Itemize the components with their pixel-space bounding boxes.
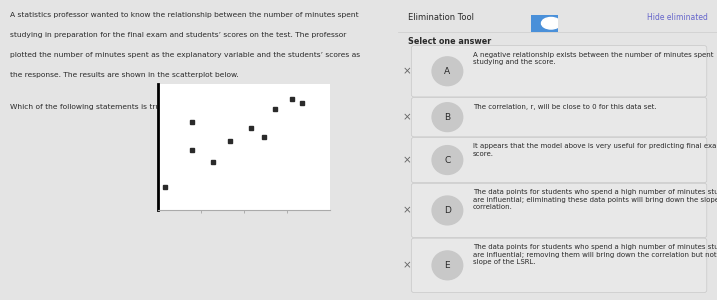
Circle shape — [432, 103, 462, 132]
Text: B: B — [445, 113, 450, 122]
Text: the response. The results are shown in the scatterplot below.: the response. The results are shown in t… — [10, 72, 239, 78]
Text: The data points for students who spend a high number of minutes studying
are inf: The data points for students who spend a… — [473, 189, 717, 210]
Text: ×: × — [403, 112, 412, 122]
Text: ×: × — [403, 206, 412, 215]
Circle shape — [432, 57, 462, 86]
FancyBboxPatch shape — [412, 46, 707, 97]
FancyBboxPatch shape — [412, 137, 707, 183]
Text: Which of the following statements is true about the scatterplot and this relatio: Which of the following statements is tru… — [10, 104, 330, 110]
Text: studying in preparation for the final exam and students’ scores on the test. The: studying in preparation for the final ex… — [10, 32, 346, 38]
Text: ×: × — [403, 260, 412, 270]
FancyBboxPatch shape — [412, 98, 707, 137]
FancyBboxPatch shape — [527, 14, 561, 32]
Text: E: E — [445, 261, 450, 270]
Circle shape — [541, 17, 561, 29]
Text: C: C — [445, 155, 450, 164]
FancyBboxPatch shape — [412, 183, 707, 238]
Text: ×: × — [403, 155, 412, 165]
Text: A statistics professor wanted to know the relationship between the number of min: A statistics professor wanted to know th… — [10, 12, 358, 18]
Text: It appears that the model above is very useful for predicting final exam
score.: It appears that the model above is very … — [473, 143, 717, 157]
Text: D: D — [444, 206, 451, 215]
Circle shape — [432, 146, 462, 175]
Text: The correlation, r, will be close to 0 for this data set.: The correlation, r, will be close to 0 f… — [473, 103, 657, 109]
Text: Hide eliminated: Hide eliminated — [647, 14, 708, 22]
Circle shape — [432, 196, 462, 225]
Circle shape — [432, 251, 462, 280]
Text: Elimination Tool: Elimination Tool — [407, 14, 473, 22]
Text: plotted the number of minutes spent as the explanatory variable and the students: plotted the number of minutes spent as t… — [10, 52, 360, 58]
Text: ×: × — [403, 66, 412, 76]
FancyBboxPatch shape — [412, 238, 707, 292]
Text: Select one answer: Select one answer — [407, 38, 490, 46]
Text: The data points for students who spend a high number of minutes studying
are inf: The data points for students who spend a… — [473, 244, 717, 265]
Text: A negative relationship exists between the number of minutes spent
studying and : A negative relationship exists between t… — [473, 52, 713, 65]
Text: A: A — [445, 67, 450, 76]
